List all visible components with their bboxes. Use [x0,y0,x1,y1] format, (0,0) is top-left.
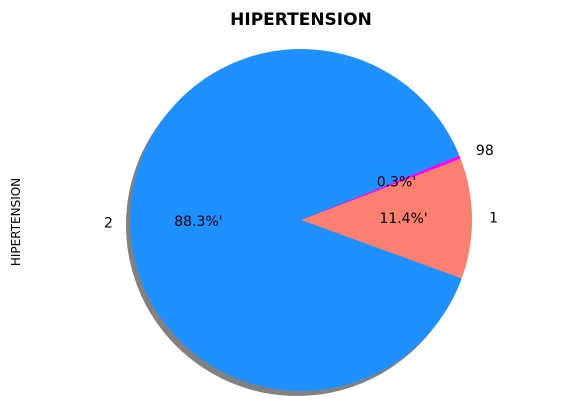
category-label-1: 1 [489,210,498,226]
category-label-98: 98 [476,143,494,159]
chart-title: HIPERTENSION [230,10,372,30]
percent-label-1: 11.4%' [379,211,427,227]
pie-labels: 1 11.4%' 98 0.3%' 2 88.3%' [104,143,498,232]
pie-slices [130,48,472,392]
category-label-2: 2 [104,215,113,231]
pie-slice-98 [301,155,461,220]
percent-label-98: 0.3%' [377,174,416,190]
pie-slice-2 [130,48,462,392]
percent-label-2: 88.3%' [174,214,222,230]
y-axis-label: HIPERTENSION [9,178,23,266]
pie-slice-1 [301,158,472,279]
